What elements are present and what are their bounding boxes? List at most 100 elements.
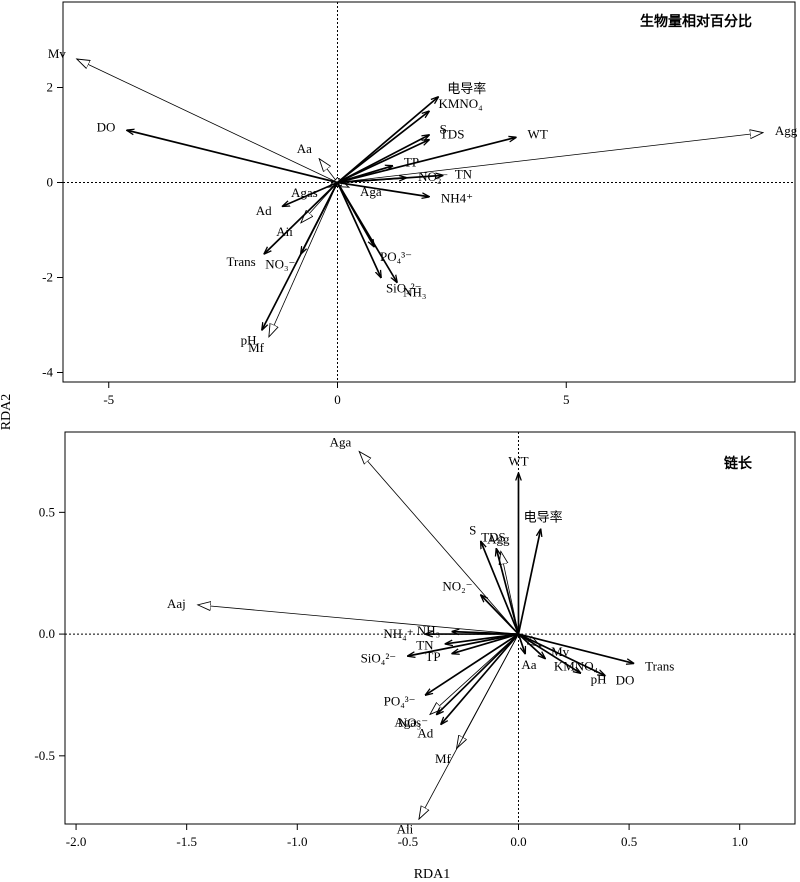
env-vector-trans xyxy=(518,633,633,663)
env-vector-ad xyxy=(283,181,338,207)
env-vector-no3-minus xyxy=(437,633,520,714)
species-label-mf: Mf xyxy=(435,751,452,766)
x-tick-label: -5 xyxy=(103,392,114,407)
env-label-po43-minus: PO₄³⁻ xyxy=(384,694,416,709)
env-label-conductivity: 电导率 xyxy=(447,81,486,96)
y-tick-label: 0.5 xyxy=(39,504,55,519)
env-vector-ad xyxy=(441,633,520,724)
env-label-aa: Aa xyxy=(521,657,536,672)
env-label-trans: Trans xyxy=(645,658,674,673)
species-label-agg: Agg xyxy=(487,532,510,547)
env-label-tp: TP xyxy=(425,649,440,664)
x-tick-label: 0.5 xyxy=(621,834,637,849)
x-tick-label: 5 xyxy=(563,392,570,407)
env-label-ad: Ad xyxy=(256,203,272,218)
env-label-nh4-plus: NH4⁺ xyxy=(441,191,473,206)
species-vector-mf xyxy=(269,182,338,337)
species-label-agas: Agas xyxy=(291,185,318,200)
species-label-mf: Mf xyxy=(248,340,265,355)
env-label-nh3: NH₃ xyxy=(403,285,426,300)
species-label-mv: Mv xyxy=(551,644,570,659)
y-axis-title: RDA2 xyxy=(0,394,14,431)
x-tick-label: -0.5 xyxy=(398,834,419,849)
env-vector-kmno4 xyxy=(517,633,545,658)
y-tick-label: 0 xyxy=(47,175,54,190)
species-vector-mv xyxy=(77,59,338,183)
x-tick-label: 0 xyxy=(334,392,341,407)
env-label-trans: Trans xyxy=(227,254,256,269)
env-vector-no2-minus xyxy=(481,595,520,635)
env-label-ad: Ad xyxy=(417,725,433,740)
env-label-tds: TDS xyxy=(481,529,506,544)
species-label-agg: Agg xyxy=(775,123,798,138)
env-label-wt: WT xyxy=(528,126,548,141)
y-tick-label: -2 xyxy=(42,270,53,285)
env-vector-s xyxy=(481,542,520,635)
panel-title-chain-length: 链长 xyxy=(724,455,753,472)
env-vector-tds xyxy=(337,140,430,184)
env-vector-tn xyxy=(337,175,443,184)
env-vector-sio42-minus xyxy=(408,633,519,656)
env-label-po43-minus: PO₄³⁻ xyxy=(380,249,412,264)
y-tick-label: -4 xyxy=(42,365,53,380)
env-vector-ph xyxy=(262,182,339,330)
species-label-aa: Aa xyxy=(297,141,312,156)
species-vector-aga xyxy=(359,451,519,635)
species-label-aii: Aii xyxy=(276,224,293,239)
x-tick-label: -2.0 xyxy=(66,834,87,849)
env-label-do: DO xyxy=(97,119,116,134)
env-vector-kmno4 xyxy=(336,111,430,184)
env-vector-conductivity xyxy=(517,529,540,635)
env-label-s: S xyxy=(469,522,476,537)
env-label-nh3: NH₃ xyxy=(417,623,440,638)
species-vector-agg xyxy=(337,133,763,183)
species-label-aga: Aga xyxy=(330,434,352,449)
env-vector-wt xyxy=(337,137,516,184)
species-label-agas: Agas xyxy=(394,715,421,730)
env-vector-tds xyxy=(496,549,520,635)
env-label-s: S xyxy=(440,121,447,136)
y-tick-label: -0.5 xyxy=(34,748,55,763)
env-vector-tp xyxy=(452,633,519,653)
env-label-no2-minus: NO₂⁻ xyxy=(442,578,472,593)
x-tick-label: -1.5 xyxy=(176,834,197,849)
env-label-conductivity: 电导率 xyxy=(524,510,563,525)
env-label-kmno4: KMNO₄ xyxy=(554,659,599,674)
env-label-kmno4: KMNO₄ xyxy=(438,96,483,111)
x-axis-title: RDA1 xyxy=(414,867,451,882)
env-vector-ph xyxy=(518,633,580,673)
env-vector-sio42-minus xyxy=(336,182,381,278)
env-vector-tp xyxy=(337,166,393,184)
env-label-no3-minus: NO₃⁻ xyxy=(265,256,295,271)
env-vector-do xyxy=(518,633,604,675)
env-label-no3-minus: NO₃⁻ xyxy=(398,715,428,730)
panel-title-biomass: 生物量相对百分比 xyxy=(640,13,752,30)
species-vector-aaj xyxy=(198,605,519,635)
env-label-wt: WT xyxy=(508,453,528,468)
env-label-tn: TN xyxy=(416,637,434,652)
species-label-aii: Aii xyxy=(397,822,414,837)
species-vector-aii xyxy=(419,633,519,819)
env-label-tn: TN xyxy=(455,167,473,182)
x-tick-label: 1.0 xyxy=(732,834,748,849)
y-tick-label: 0.0 xyxy=(39,626,55,641)
species-label-aaj: Aaj xyxy=(167,596,186,611)
env-vector-trans xyxy=(264,181,339,254)
env-label-tds: TDS xyxy=(440,127,465,142)
env-label-ph: pH xyxy=(591,671,607,686)
env-vector-po43-minus xyxy=(426,633,519,695)
env-label-tp: TP xyxy=(404,154,419,169)
y-tick-label: 2 xyxy=(47,80,54,95)
chain-length-rda-panel: 链长 -2.0 -1.5 -1.0 -0.5 0.0 0.5 1.0 -0.5 0.0 0.5 A… xyxy=(34,431,796,849)
env-label-ph: pH xyxy=(241,332,257,347)
env-label-do: DO xyxy=(616,673,635,688)
plot-frame-bottom xyxy=(64,431,796,825)
species-label-mv: Mv xyxy=(48,46,67,61)
env-vector-do xyxy=(127,130,338,184)
env-vector-aa xyxy=(517,633,525,653)
x-tick-label: 0.0 xyxy=(510,834,526,849)
env-label-nh4-plus: NH₄⁺ xyxy=(383,626,413,641)
biomass-rda-panel: 生物量相对百分比 -5 0 5-4-202 AggMvAaAiiMfAgaAgas电… xyxy=(42,1,798,407)
env-vector-conductivity xyxy=(336,97,439,184)
